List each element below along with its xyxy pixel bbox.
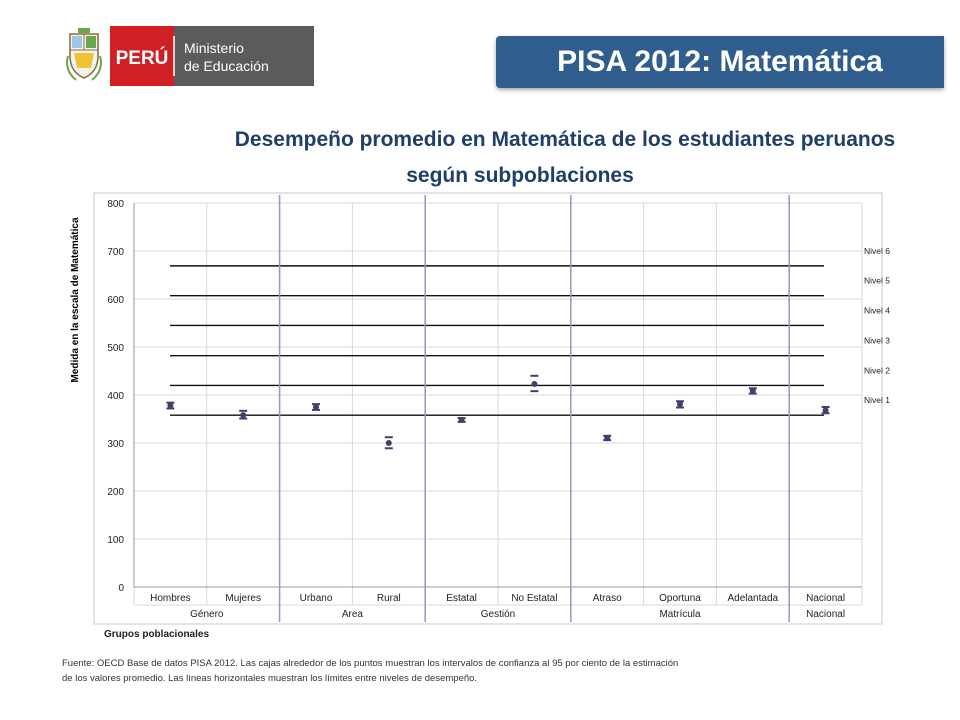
y-tick-label: 300 — [107, 439, 124, 450]
x-tick-label: Urbano — [300, 593, 333, 604]
chart-labels: 0 100 200 300 400 500 600 700 800 Género Area Gesti… — [107, 199, 890, 620]
page-title: Desempeño promedio en Matemática de los … — [40, 122, 960, 194]
group-label: Matrícula — [659, 609, 701, 620]
level-label: Nivel 3 — [864, 336, 890, 346]
peru-coat-of-arms-icon — [66, 28, 102, 81]
banner-title: PISA 2012: Matemática — [496, 36, 944, 88]
y-tick-label: 700 — [107, 247, 124, 258]
y-tick-label: 800 — [107, 199, 124, 210]
source-note-line1: Fuente: OECD Base de datos PISA 2012. La… — [62, 658, 679, 669]
level-label: Nivel 2 — [864, 365, 890, 375]
chart-frame — [93, 192, 883, 625]
level-label: Nivel 4 — [864, 305, 890, 315]
x-tick-label: Oportuna — [659, 593, 701, 604]
page-title-line2: según subpoblaciones — [406, 164, 634, 187]
source-note-line2: de los valores promedio. Las líneas hori… — [62, 673, 478, 684]
y-tick-label: 600 — [107, 295, 124, 306]
level-label: Nivel 5 — [864, 276, 890, 286]
data-point — [313, 404, 319, 410]
chart-axes — [133, 203, 862, 588]
x-tick-label: Nacional — [806, 593, 845, 604]
ministry-logo: PERÚ Ministerio de Educación — [62, 26, 314, 86]
y-tick-label: 400 — [107, 391, 124, 402]
data-point — [385, 440, 392, 446]
data-point — [822, 407, 829, 414]
logo-country: PERÚ — [116, 47, 169, 69]
group-separators — [278, 195, 790, 622]
data-point — [604, 435, 611, 442]
chart-grid — [133, 202, 863, 606]
group-label: Nacional — [806, 609, 845, 620]
level-label: Nivel 1 — [864, 395, 890, 405]
y-tick-label: 200 — [107, 487, 124, 498]
data-point — [749, 387, 756, 394]
y-tick-label: 500 — [107, 343, 124, 354]
data-point — [458, 416, 465, 423]
data-point — [677, 401, 683, 408]
x-tick-label: Atraso — [593, 593, 622, 604]
page-title-line1: Desempeño promedio en Matemática de los … — [234, 128, 896, 151]
group-label: Gestión — [481, 609, 515, 620]
data-points — [166, 374, 830, 450]
y-tick-label: 0 — [118, 583, 124, 594]
x-tick-label: Hombres — [150, 593, 191, 604]
logo-ministry-line2: de Educación — [184, 58, 269, 74]
logo-ministry-line1: Ministerio — [184, 40, 244, 56]
x-axis-label: Grupos poblacionales — [104, 629, 210, 640]
level-label: Nivel 6 — [864, 246, 890, 256]
x-tick-label: Rural — [377, 593, 401, 604]
x-tick-label: Estatal — [446, 593, 477, 604]
group-label: Género — [190, 609, 224, 620]
y-axis-label: Medida en la escala de Matemática — [70, 217, 81, 383]
data-point — [167, 402, 174, 409]
source-note: Fuente: OECD Base de datos PISA 2012. La… — [62, 656, 862, 686]
data-point — [240, 412, 247, 419]
x-tick-label: Adelantada — [727, 593, 778, 604]
data-point — [531, 380, 538, 387]
y-tick-label: 100 — [107, 535, 124, 546]
x-tick-label: Mujeres — [225, 593, 261, 604]
x-tick-label: No Estatal — [511, 593, 557, 604]
group-label: Area — [342, 609, 364, 620]
